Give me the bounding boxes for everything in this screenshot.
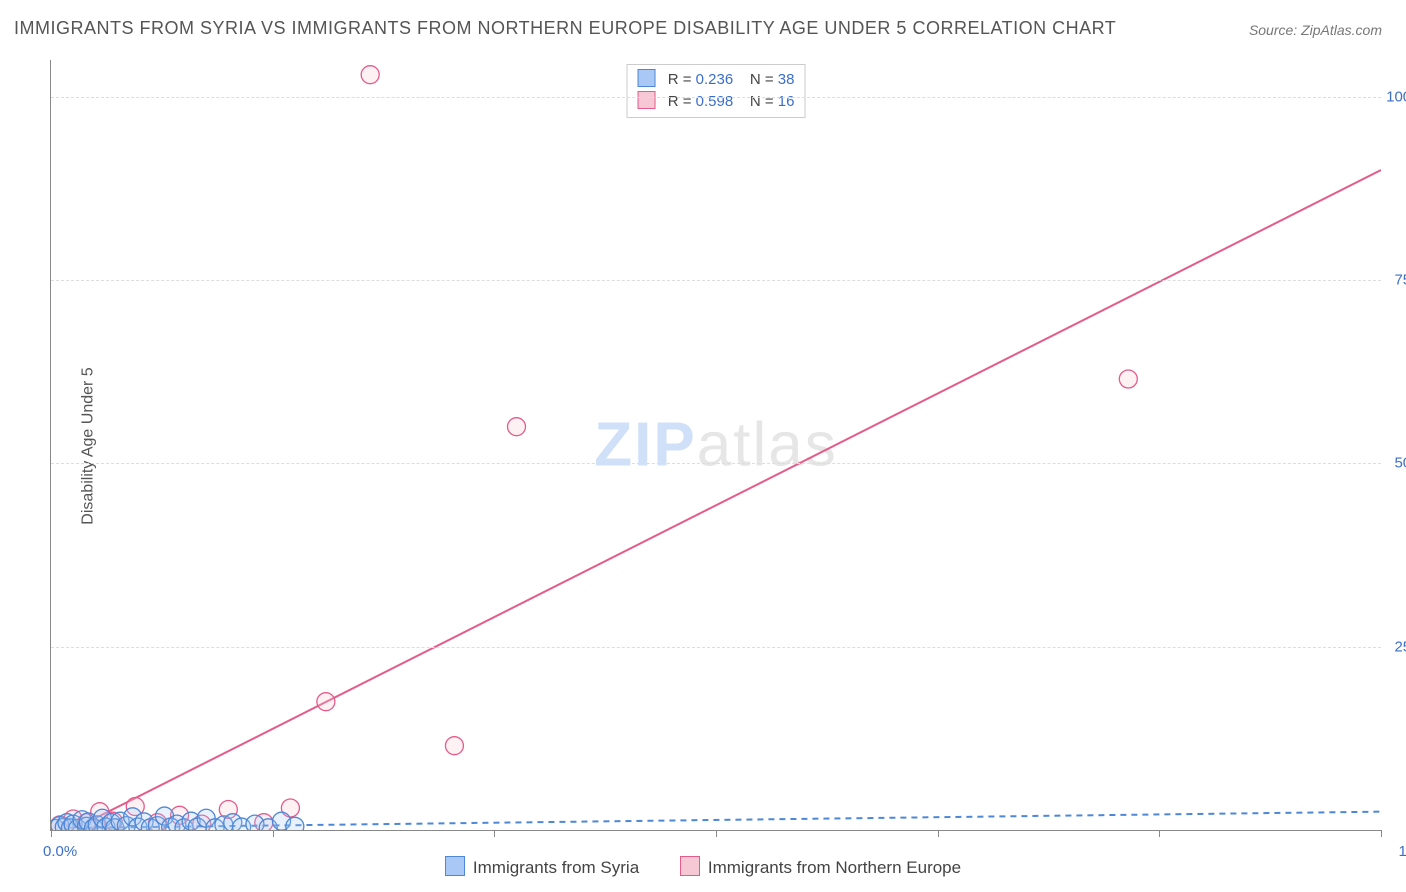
- x-tick: [273, 830, 274, 837]
- scatter-point: [1119, 370, 1137, 388]
- legend-entry-neurope: Immigrants from Northern Europe: [680, 856, 961, 878]
- gridline: [51, 280, 1381, 281]
- scatter-point: [445, 737, 463, 755]
- x-tick: [494, 830, 495, 837]
- x-tick: [1381, 830, 1382, 837]
- chart-container: IMMIGRANTS FROM SYRIA VS IMMIGRANTS FROM…: [0, 0, 1406, 892]
- gridline: [51, 463, 1381, 464]
- gridline: [51, 97, 1381, 98]
- legend-entry-syria: Immigrants from Syria: [445, 856, 639, 878]
- swatch-icon: [445, 856, 465, 876]
- x-tick: [716, 830, 717, 837]
- x-tick: [938, 830, 939, 837]
- y-tick-label: 25.0%: [1385, 638, 1406, 655]
- y-tick-label: 50.0%: [1385, 455, 1406, 472]
- x-tick: [1159, 830, 1160, 837]
- scatter-point: [317, 693, 335, 711]
- swatch-icon: [680, 856, 700, 876]
- trend-line: [86, 170, 1381, 823]
- scatter-point: [286, 817, 304, 830]
- plot-area: ZIPatlas R = 0.236 N = 38 R = 0.598 N = …: [50, 60, 1381, 831]
- bottom-legend: Immigrants from Syria Immigrants from No…: [0, 856, 1406, 878]
- y-tick-label: 75.0%: [1385, 272, 1406, 289]
- scatter-point: [508, 418, 526, 436]
- scatter-point: [361, 66, 379, 84]
- legend-label: Immigrants from Northern Europe: [708, 858, 961, 877]
- scatter-svg: [51, 60, 1381, 830]
- y-tick-label: 100.0%: [1385, 88, 1406, 105]
- chart-title: IMMIGRANTS FROM SYRIA VS IMMIGRANTS FROM…: [14, 18, 1116, 39]
- gridline: [51, 647, 1381, 648]
- x-tick: [51, 830, 52, 837]
- legend-label: Immigrants from Syria: [473, 858, 639, 877]
- source-attribution: Source: ZipAtlas.com: [1249, 22, 1382, 38]
